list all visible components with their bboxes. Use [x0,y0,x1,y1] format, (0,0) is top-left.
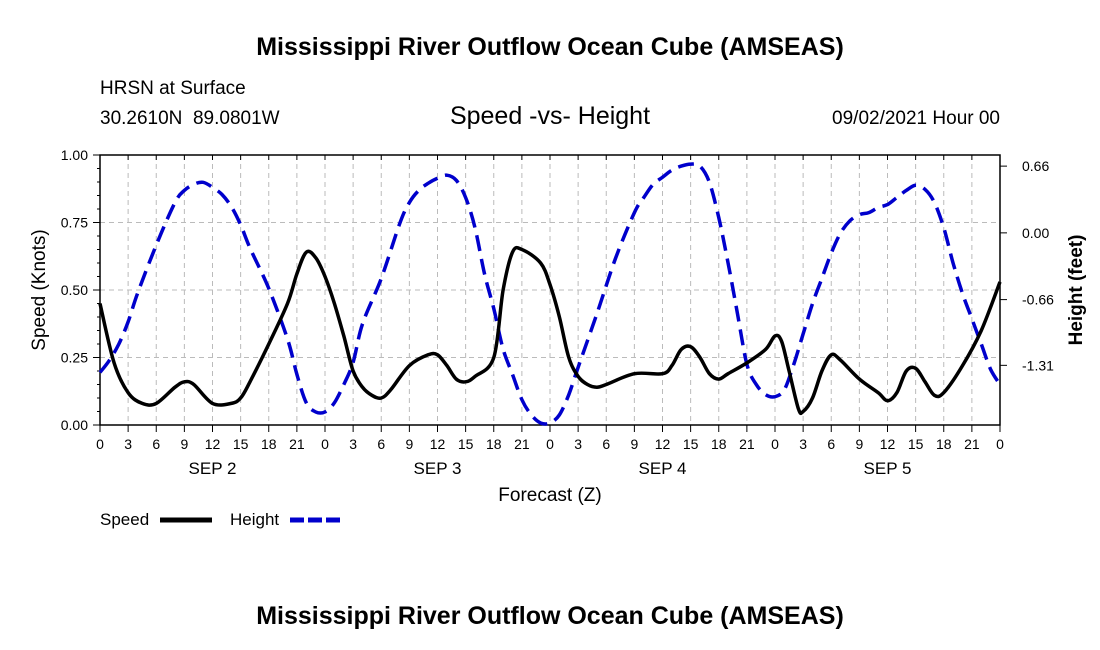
x-tick-label: 12 [205,436,221,452]
x-tick-label: 3 [574,436,582,452]
x-tick-label: 3 [124,436,132,452]
x-tick-label: 6 [377,436,385,452]
legend-label-speed: Speed [100,510,149,529]
location-label: HRSN at Surface [100,78,246,99]
day-label: SEP 2 [189,459,237,478]
x-tick-label: 18 [486,436,502,452]
series-line-speed [98,245,1002,416]
x-tick-label: 18 [936,436,952,452]
legend: Speed Height [100,510,342,529]
x-tick-label: 0 [96,436,104,452]
x-tick-label: 21 [514,436,530,452]
x-tick-label: 21 [964,436,980,452]
left-tick-label: 1.00 [61,147,88,163]
left-axis: 0.00 0.25 0.50 0.75 1.00 [61,147,100,433]
x-tick-label: 6 [827,436,835,452]
date-label: 09/02/2021 Hour 00 [832,108,1000,129]
x-tick-label: 9 [180,436,188,452]
day-label: SEP 4 [639,459,687,478]
x-axis-label: Forecast (Z) [498,485,601,506]
x-tick-label: 9 [855,436,863,452]
x-tick-label: 0 [321,436,329,452]
legend-label-height: Height [230,510,279,529]
x-tick-label: 9 [405,436,413,452]
bottom-title: Mississippi River Outflow Ocean Cube (AM… [256,602,844,630]
x-tick-label: 3 [799,436,807,452]
x-tick-label: 21 [289,436,305,452]
left-tick-label: 0.75 [61,215,88,231]
plot-title: Speed -vs- Height [450,102,650,130]
x-tick-label: 0 [771,436,779,452]
x-tick-label: 9 [630,436,638,452]
x-tick-label: 15 [233,436,249,452]
x-tick-label: 15 [458,436,474,452]
day-label: SEP 3 [414,459,462,478]
left-tick-label: 0.00 [61,417,88,433]
right-tick-label: -1.31 [1022,357,1054,373]
x-tick-label: 3 [349,436,357,452]
x-tick-label: 0 [546,436,554,452]
x-tick-label: 6 [152,436,160,452]
grid-lines [100,155,1000,425]
day-label: SEP 5 [864,459,912,478]
main-title: Mississippi River Outflow Ocean Cube (AM… [256,33,844,61]
right-tick-label: 0.00 [1022,225,1049,241]
x-tick-label: 15 [908,436,924,452]
x-tick-label: 18 [261,436,277,452]
x-tick-label: 12 [880,436,896,452]
right-tick-label: 0.66 [1022,158,1049,174]
x-tick-label: 15 [683,436,699,452]
coordinates-label: 30.2610N 89.0801W [100,108,280,129]
series-line-height [98,162,1002,426]
x-tick-label: 12 [655,436,671,452]
x-tick-label: 18 [711,436,727,452]
left-axis-label: Speed (Knots) [29,229,50,350]
x-tick-label: 21 [739,436,755,452]
left-tick-label: 0.50 [61,282,88,298]
x-tick-label: 6 [602,436,610,452]
right-axis-label: Height (feet) [1066,235,1087,346]
x-axis: 0 3 6 9 12 15 18 21 0 3 6 9 12 15 18 21 0 3 6 9 12 15 18 21 0 3 6 9… [96,155,1004,478]
x-tick-label: 0 [996,436,1004,452]
x-tick-label: 12 [430,436,446,452]
right-tick-label: -0.66 [1022,292,1054,308]
right-axis: 0.66 0.00 -0.66 -1.31 [1000,158,1054,373]
left-tick-label: 0.25 [61,350,88,366]
